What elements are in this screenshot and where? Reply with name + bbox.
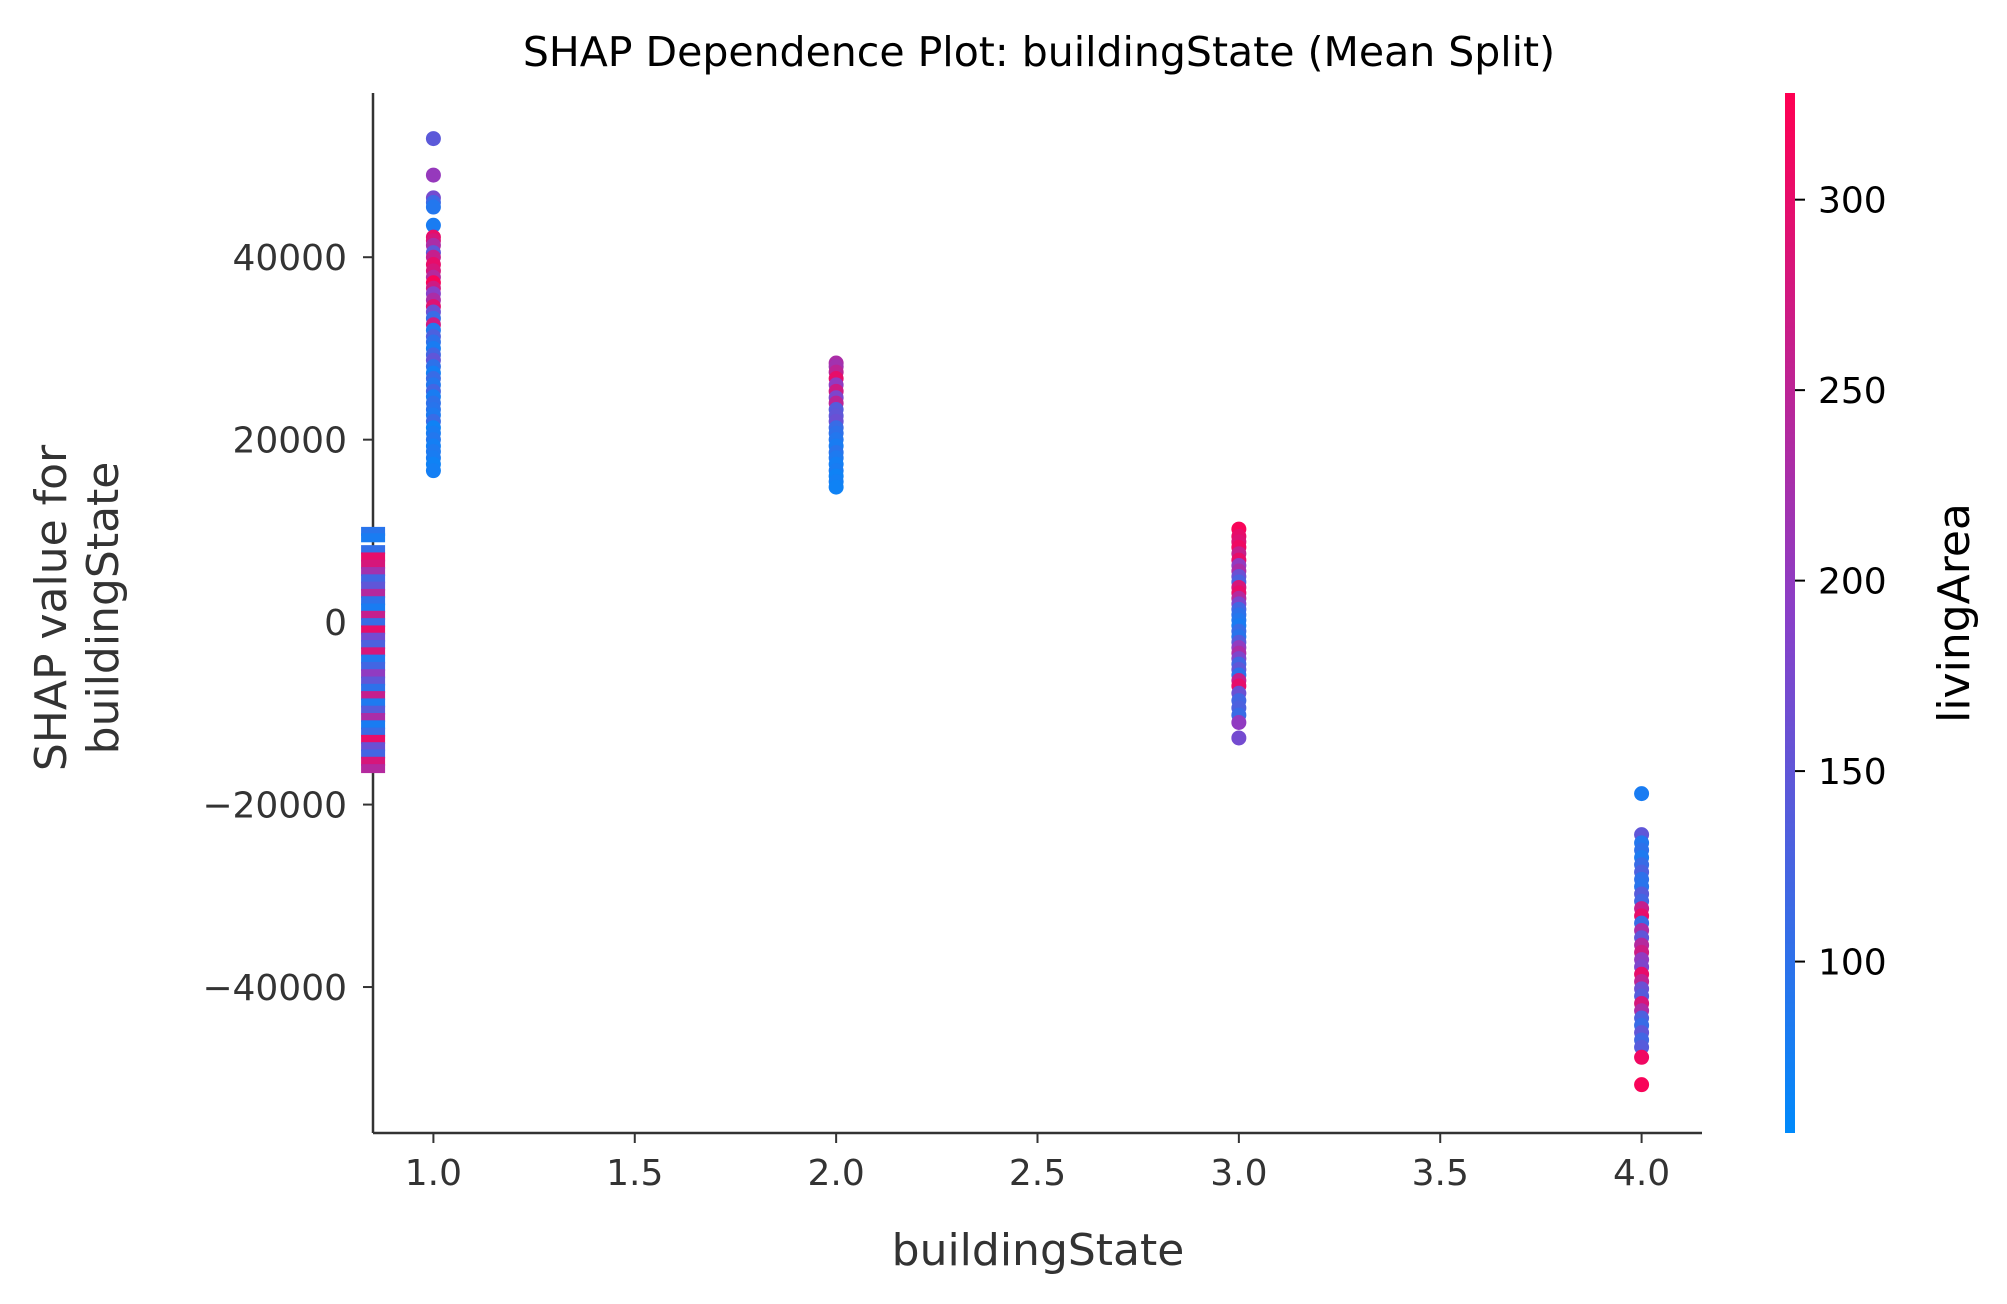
scatter-point xyxy=(361,603,386,613)
scatter-point xyxy=(361,526,386,536)
scatter-point xyxy=(361,545,386,555)
scatter-point xyxy=(361,596,386,606)
scatter-point xyxy=(361,559,386,569)
scatter-point xyxy=(361,720,386,730)
chart-title: SHAP Dependence Plot: buildingState (Mea… xyxy=(523,28,1555,76)
scatter-point xyxy=(361,661,386,671)
scatter-point xyxy=(361,676,386,686)
y-tick-label: 0 xyxy=(324,603,347,644)
colorbar xyxy=(1785,93,1795,1133)
scatter-point xyxy=(361,654,386,664)
scatter-point xyxy=(361,618,386,628)
scatter-point xyxy=(1634,786,1650,802)
scatter-point xyxy=(425,131,441,147)
colorbar-ticks: 100 150 200 250 300 xyxy=(1795,181,1887,984)
scatter-point xyxy=(425,167,441,183)
x-tick-label: 3.5 xyxy=(1412,1153,1469,1194)
x-tick-label: 2.0 xyxy=(808,1153,865,1194)
scatter-point xyxy=(361,640,386,650)
scatter-point xyxy=(361,588,386,598)
y-axis-label: SHAP value for buildingState xyxy=(26,444,129,771)
scatter-point xyxy=(1634,1077,1650,1093)
scatter-points xyxy=(361,131,1650,1093)
colorbar-tick-label: 250 xyxy=(1818,371,1887,412)
scatter-point xyxy=(361,691,386,701)
y-tick-label: 20000 xyxy=(232,421,347,462)
colorbar-label: livingArea xyxy=(1929,503,1980,723)
scatter-point xyxy=(361,756,386,766)
scatter-point xyxy=(361,574,386,584)
scatter-point xyxy=(361,669,386,679)
scatter-point xyxy=(361,625,386,635)
scatter-point xyxy=(361,698,386,708)
y-axis-label-line-2: buildingState xyxy=(78,462,129,755)
y-tick-label: −20000 xyxy=(202,786,347,827)
scatter-point xyxy=(425,463,441,479)
scatter-point xyxy=(1231,730,1247,746)
x-tick-label: 3.0 xyxy=(1210,1153,1267,1194)
scatter-point xyxy=(361,683,386,693)
scatter-point xyxy=(361,647,386,657)
x-ticks: 1.0 1.5 2.0 2.5 3.0 3.5 4.0 xyxy=(405,1133,1670,1194)
scatter-point xyxy=(361,552,386,562)
y-axis-label-line-1: SHAP value for xyxy=(26,444,77,771)
scatter-point xyxy=(1231,714,1247,730)
colorbar-tick-label: 100 xyxy=(1818,943,1887,984)
colorbar-tick-label: 200 xyxy=(1818,562,1887,603)
y-tick-label: −40000 xyxy=(202,968,347,1009)
x-tick-label: 2.5 xyxy=(1009,1153,1066,1194)
x-tick-label: 4.0 xyxy=(1613,1153,1670,1194)
scatter-point xyxy=(361,734,386,744)
scatter-point xyxy=(361,749,386,759)
colorbar-tick-label: 150 xyxy=(1818,752,1887,793)
colorbar-tick-label: 300 xyxy=(1818,181,1887,222)
scatter-point xyxy=(361,567,386,577)
scatter-point xyxy=(425,217,441,233)
scatter-point xyxy=(361,705,386,715)
scatter-point xyxy=(361,764,386,774)
scatter-point xyxy=(361,581,386,591)
x-axis-label: buildingState xyxy=(892,1225,1185,1276)
scatter-point xyxy=(828,479,844,495)
y-tick-label: 40000 xyxy=(232,238,347,279)
scatter-point xyxy=(361,727,386,737)
scatter-point xyxy=(425,199,441,215)
scatter-point xyxy=(361,533,386,543)
scatter-point xyxy=(361,742,386,752)
x-tick-label: 1.5 xyxy=(606,1153,663,1194)
scatter-point xyxy=(1634,1049,1650,1065)
y-ticks: 40000 20000 0 −20000 −40000 xyxy=(202,238,373,1009)
scatter-point xyxy=(361,610,386,620)
x-tick-label: 1.0 xyxy=(405,1153,462,1194)
scatter-point xyxy=(361,632,386,642)
scatter-point xyxy=(361,713,386,722)
